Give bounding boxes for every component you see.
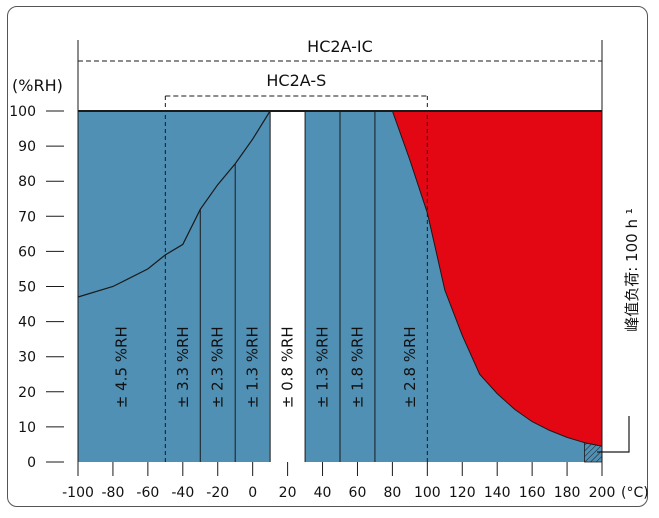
lower-boundary-curve [77, 110, 271, 298]
accuracy-label: ± 1.3 %RH [244, 326, 262, 408]
y-tick-label: 20 [18, 385, 36, 401]
range-label: HC2A-S [266, 71, 326, 90]
x-tick-label: -20 [206, 485, 229, 501]
x-tick-label: 180 [554, 485, 581, 501]
x-tick-label: 120 [449, 485, 476, 501]
y-tick-label: 0 [27, 455, 36, 471]
accuracy-label: ± 1.8 %RH [348, 326, 366, 408]
peak-leader-line [597, 416, 630, 453]
white-band [270, 111, 306, 462]
y-unit-label: (%RH) [12, 76, 63, 95]
accuracy-label: ± 2.3 %RH [209, 326, 227, 408]
accuracy-label: ± 1.3 %RH [314, 326, 332, 408]
y-tick-label: 60 [18, 244, 36, 260]
x-tick-label: 60 [349, 485, 367, 501]
peak-load-label: 峰值负荷: 100 h ¹ [623, 208, 641, 332]
chart-frame [7, 6, 648, 507]
y-tick-label: 100 [9, 104, 36, 120]
y-tick-label: 90 [18, 139, 36, 155]
x-tick-label: 200 [589, 485, 616, 501]
y-tick-label: 40 [18, 315, 36, 331]
x-tick-label: -100 [62, 485, 94, 501]
x-tick-label: -60 [136, 485, 159, 501]
x-tick-label: 20 [279, 485, 297, 501]
x-unit-label: (°C) [621, 485, 649, 501]
accuracy-label: ± 0.8 %RH [279, 326, 297, 408]
y-tick-label: 50 [18, 280, 36, 296]
x-tick-label: -40 [171, 485, 194, 501]
accuracy-label: ± 4.5 %RH [113, 326, 131, 408]
range-label: HC2A-IC [307, 37, 373, 56]
x-tick-label: 40 [314, 485, 332, 501]
y-tick-label: 10 [18, 420, 36, 436]
accuracy-label: ± 3.3 %RH [174, 326, 192, 408]
x-tick-label: 160 [519, 485, 546, 501]
y-tick-label: 30 [18, 350, 36, 366]
x-tick-label: 140 [484, 485, 511, 501]
x-tick-label: -80 [101, 485, 124, 501]
x-tick-label: 0 [248, 485, 257, 501]
x-tick-label: 100 [414, 485, 441, 501]
x-tick-label: 80 [383, 485, 401, 501]
y-tick-label: 70 [18, 209, 36, 225]
accuracy-label: ± 2.8 %RH [401, 326, 419, 408]
y-tick-label: 80 [18, 174, 36, 190]
